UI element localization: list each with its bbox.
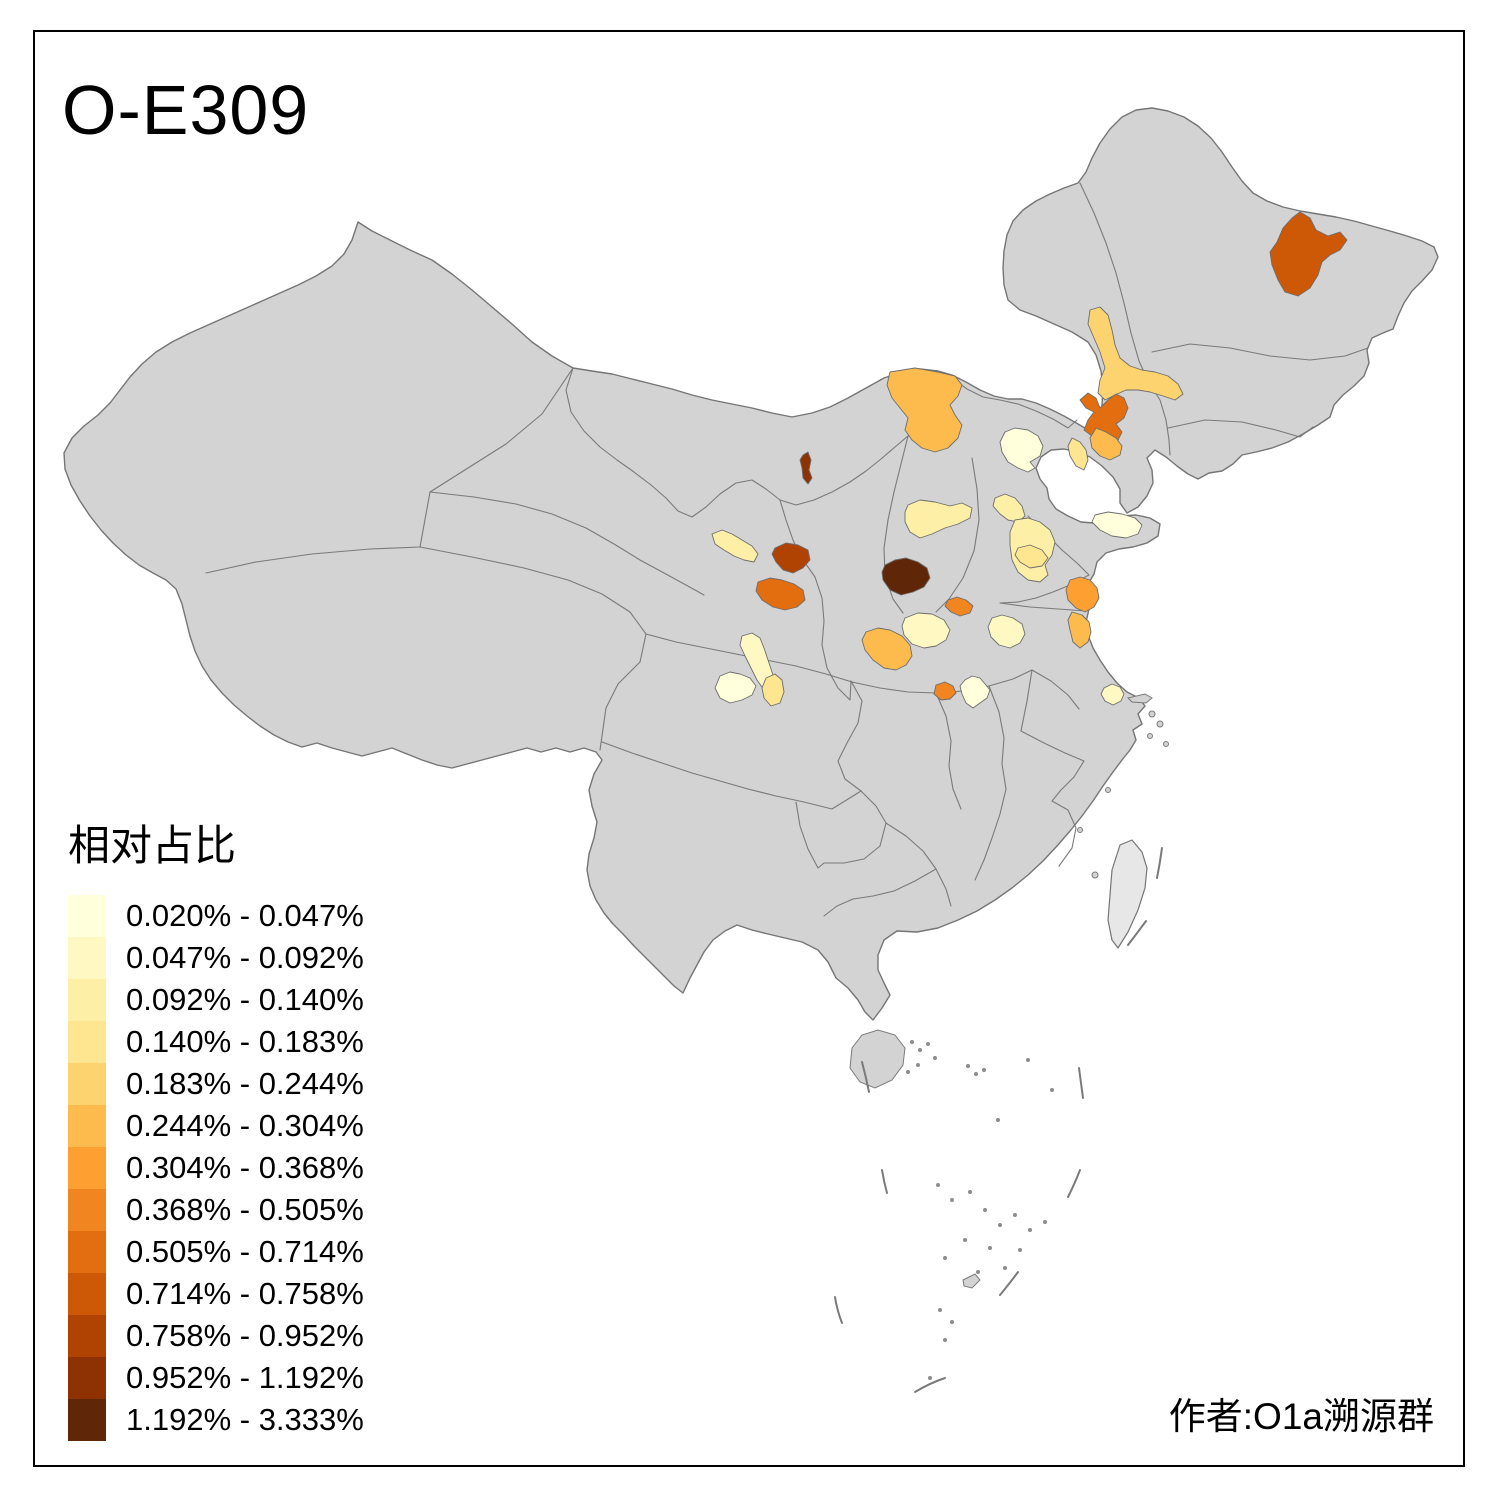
page-title: O-E309	[62, 71, 310, 149]
legend-swatch	[68, 1063, 106, 1105]
map-region	[886, 367, 963, 453]
map-region	[861, 627, 913, 671]
map-region	[1269, 211, 1348, 297]
legend-swatch	[68, 1357, 106, 1399]
taiwan-island	[1107, 839, 1148, 949]
legend-label: 0.505% - 0.714%	[126, 1234, 364, 1269]
legend-label: 0.140% - 0.183%	[126, 1024, 364, 1059]
legend-label: 0.183% - 0.244%	[126, 1066, 364, 1101]
map-region	[901, 612, 951, 649]
map-region	[1067, 437, 1089, 471]
legend-label: 0.304% - 0.368%	[126, 1150, 364, 1185]
legend-swatch	[68, 1273, 106, 1315]
legend-swatch	[68, 1021, 106, 1063]
map-region	[933, 681, 957, 701]
legend-row: 0.092% - 0.140%	[68, 979, 364, 1021]
legend-row: 0.714% - 0.758%	[68, 1273, 364, 1315]
legend-swatch	[68, 937, 106, 979]
legend-label: 0.047% - 0.092%	[126, 940, 364, 975]
legend-swatch	[68, 1189, 106, 1231]
legend-row: 0.140% - 0.183%	[68, 1021, 364, 1063]
legend-label: 0.758% - 0.952%	[126, 1318, 364, 1353]
legend-swatch	[68, 1399, 106, 1441]
choropleth-regions	[711, 211, 1348, 709]
chongming-island	[1127, 693, 1153, 704]
map-region	[1091, 511, 1143, 539]
legend-row: 0.047% - 0.092%	[68, 937, 364, 979]
plot-frame	[33, 30, 1465, 1467]
map-region	[1100, 683, 1125, 706]
legend: 相对占比 0.020% - 0.047% 0.047% - 0.092% 0.092…	[68, 812, 364, 1441]
legend-row: 0.368% - 0.505%	[68, 1189, 364, 1231]
legend-row: 0.952% - 1.192%	[68, 1357, 364, 1399]
legend-label: 0.020% - 0.047%	[126, 898, 364, 933]
legend-row: 0.505% - 0.714%	[68, 1231, 364, 1273]
map-region	[1065, 576, 1100, 613]
map-region	[711, 529, 759, 563]
map-region	[1067, 611, 1092, 649]
legend-row: 0.758% - 0.952%	[68, 1315, 364, 1357]
attribution: 作者:O1a溯源群	[1168, 1396, 1434, 1437]
map-region	[1087, 306, 1184, 401]
map-region	[755, 577, 806, 611]
hainan-island	[849, 1029, 906, 1089]
map-region	[881, 557, 931, 596]
legend-swatch	[68, 895, 106, 937]
penghu-island	[1091, 871, 1099, 879]
map-region	[904, 499, 973, 539]
south-china-sea	[834, 847, 1163, 1393]
legend-row: 0.244% - 0.304%	[68, 1105, 364, 1147]
map-region	[1089, 427, 1123, 461]
legend-row: 0.304% - 0.368%	[68, 1147, 364, 1189]
legend-swatch	[68, 1231, 106, 1273]
legend-row: 1.192% - 3.333%	[68, 1399, 364, 1441]
map-region	[987, 614, 1026, 649]
legend-items: 0.020% - 0.047% 0.047% - 0.092% 0.092% - 0…	[68, 895, 364, 1441]
map-region	[799, 451, 813, 485]
legend-swatch	[68, 1105, 106, 1147]
map-region	[944, 596, 974, 617]
legend-label: 0.244% - 0.304%	[126, 1108, 364, 1143]
legend-label: 0.952% - 1.192%	[126, 1360, 364, 1395]
map-region	[1079, 392, 1129, 441]
legend-label: 1.192% - 3.333%	[126, 1402, 364, 1437]
legend-swatch	[68, 979, 106, 1021]
islands	[849, 693, 1169, 1089]
map-region	[999, 427, 1044, 473]
map-region	[761, 673, 785, 707]
legend-row: 0.020% - 0.047%	[68, 895, 364, 937]
legend-swatch	[68, 1315, 106, 1357]
province-borders	[205, 182, 1369, 917]
legend-title: 相对占比	[68, 822, 237, 869]
legend-label: 0.092% - 0.140%	[126, 982, 364, 1017]
map-region	[771, 542, 811, 574]
map-region	[1014, 544, 1049, 569]
legend-label: 0.368% - 0.505%	[126, 1192, 364, 1227]
map-region	[959, 675, 991, 709]
map-region	[714, 671, 757, 704]
legend-label: 0.714% - 0.758%	[126, 1276, 364, 1311]
legend-row: 0.183% - 0.244%	[68, 1063, 364, 1105]
legend-swatch	[68, 1147, 106, 1189]
